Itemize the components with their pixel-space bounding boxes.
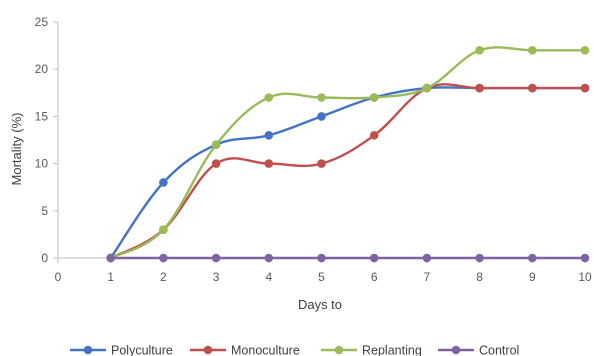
legend-marker-monoculture	[203, 345, 213, 355]
legend-item-control: Control	[438, 344, 519, 356]
x-axis-title: Days to	[298, 297, 342, 312]
data-point-control	[580, 253, 590, 263]
data-point-replanting	[264, 93, 274, 102]
data-point-control	[211, 253, 221, 263]
data-point-control	[369, 253, 379, 263]
x-tick-label: 9	[529, 270, 536, 284]
x-tick-label: 4	[265, 270, 272, 284]
series-layer	[106, 46, 590, 263]
y-tick-label: 25	[35, 15, 49, 29]
series-line-replanting	[110, 46, 585, 260]
x-tick-label: 3	[213, 270, 220, 284]
y-axis-title: Mortality (%)	[9, 113, 24, 186]
y-tick-label: 0	[41, 251, 48, 265]
legend-item-polyculture: Polyculture	[70, 344, 173, 356]
data-point-polyculture	[159, 178, 168, 187]
legend-item-monoculture: Monoculture	[190, 344, 300, 356]
data-point-control	[159, 253, 168, 263]
x-tick-label: 10	[578, 270, 592, 284]
series-replanting	[106, 46, 590, 263]
data-point-replanting	[159, 225, 168, 234]
data-point-control	[422, 253, 432, 263]
data-point-polyculture	[264, 130, 274, 140]
legend-marker-polyculture	[83, 345, 93, 355]
y-tick-label: 10	[35, 157, 49, 171]
data-point-replanting	[211, 140, 221, 150]
data-point-polyculture	[317, 112, 326, 121]
x-tick-label: 5	[318, 270, 325, 284]
data-point-replanting	[475, 46, 484, 55]
data-point-replanting	[317, 93, 326, 102]
data-point-control	[475, 253, 484, 263]
data-point-monoculture	[475, 83, 484, 93]
legend-marker-replanting	[334, 345, 344, 355]
data-point-replanting	[528, 46, 537, 55]
legend-label-control: Control	[479, 344, 519, 356]
series-line-monoculture	[110, 83, 585, 260]
data-point-monoculture	[580, 83, 590, 93]
x-tick-label: 7	[424, 270, 431, 284]
data-point-control	[106, 253, 115, 263]
y-tick-label: 20	[35, 62, 49, 76]
legend-marker-control	[451, 345, 461, 355]
data-point-control	[317, 253, 326, 263]
y-tick-label: 5	[41, 204, 48, 218]
legend-label-replanting: Replanting	[362, 344, 422, 356]
legend-item-replanting: Replanting	[321, 344, 422, 356]
series-polyculture	[106, 83, 590, 263]
data-point-monoculture	[369, 130, 379, 140]
x-tick-label: 8	[476, 270, 483, 284]
data-point-replanting	[580, 46, 590, 55]
y-axis: 0 5 10 15 20 25	[35, 15, 59, 265]
series-control	[106, 253, 590, 263]
x-tick-label: 2	[160, 270, 167, 284]
x-tick-label: 0	[55, 270, 62, 284]
data-point-replanting	[369, 93, 379, 102]
legend-label-monoculture: Monoculture	[231, 344, 300, 356]
data-point-monoculture	[317, 159, 326, 168]
x-axis: 0 1 2 3 4 5 6 7 8 9 10	[55, 257, 592, 284]
data-point-replanting	[422, 83, 432, 93]
data-point-monoculture	[211, 159, 221, 168]
series-monoculture	[106, 83, 590, 263]
data-point-control	[528, 253, 537, 263]
y-tick-label: 15	[35, 109, 49, 123]
data-point-monoculture	[528, 83, 537, 93]
data-point-monoculture	[264, 159, 274, 168]
series-line-polyculture	[109, 86, 585, 259]
x-tick-label: 1	[107, 270, 114, 284]
x-tick-label: 6	[371, 270, 378, 284]
legend-label-polyculture: Polyculture	[111, 344, 173, 356]
data-point-control	[264, 253, 274, 263]
legend: Polyculture Monoculture Replanting Control	[70, 344, 519, 356]
